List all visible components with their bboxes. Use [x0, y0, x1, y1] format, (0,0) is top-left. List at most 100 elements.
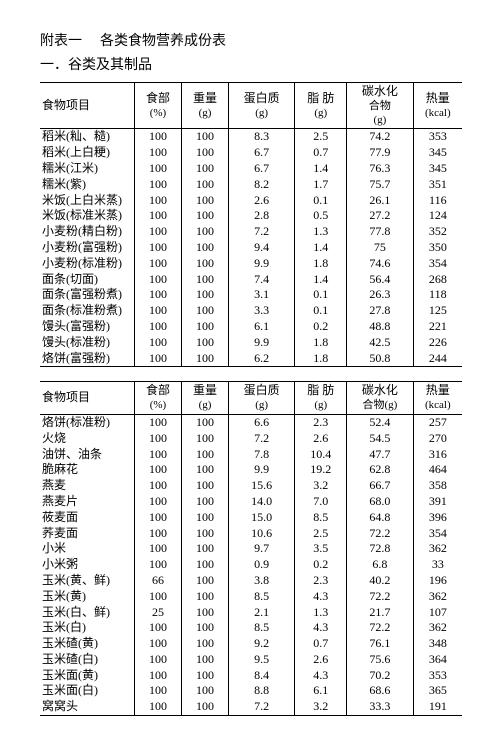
value-cell: 1.8 [295, 256, 347, 272]
food-name-cell: 小米粥 [40, 557, 135, 573]
value-cell: 7.2 [228, 224, 294, 240]
value-cell: 100 [181, 319, 228, 335]
value-cell: 100 [135, 668, 182, 684]
value-cell: 33 [413, 557, 462, 573]
value-cell: 8.5 [295, 510, 347, 526]
value-cell: 362 [413, 589, 462, 605]
value-cell: 100 [135, 447, 182, 463]
table-row: 糯米(紫)1001008.21.775.7351 [40, 177, 462, 193]
col-header: 食部(%) [135, 83, 182, 129]
table-row: 面条(富强粉煮)1001003.10.126.3118 [40, 287, 462, 303]
value-cell: 100 [181, 510, 228, 526]
value-cell: 74.2 [347, 129, 413, 145]
value-cell: 100 [135, 589, 182, 605]
food-name-cell: 玉米碴(黄) [40, 636, 135, 652]
food-name-cell: 面条(富强粉煮) [40, 287, 135, 303]
value-cell: 2.1 [228, 605, 294, 621]
food-name-cell: 莜麦面 [40, 510, 135, 526]
value-cell: 100 [181, 287, 228, 303]
table-row: 米饭(标准米蒸)1001002.80.527.2124 [40, 208, 462, 224]
value-cell: 345 [413, 161, 462, 177]
value-cell: 50.8 [347, 351, 413, 367]
value-cell: 2.3 [295, 414, 347, 430]
col-header: 碳水化合物(g) [347, 382, 413, 415]
value-cell: 124 [413, 208, 462, 224]
value-cell: 351 [413, 177, 462, 193]
value-cell: 353 [413, 668, 462, 684]
value-cell: 3.8 [228, 573, 294, 589]
value-cell: 2.8 [228, 208, 294, 224]
food-name-cell: 油饼、油条 [40, 447, 135, 463]
food-name-cell: 烙饼(标准粉) [40, 414, 135, 430]
food-name-cell: 米饭(上白米蒸) [40, 193, 135, 209]
food-name-cell: 火烧 [40, 431, 135, 447]
table-row: 火烧1001007.22.654.5270 [40, 431, 462, 447]
value-cell: 8.2 [228, 177, 294, 193]
value-cell: 100 [135, 620, 182, 636]
value-cell: 76.3 [347, 161, 413, 177]
col-header: 脂 肪(g) [295, 382, 347, 415]
value-cell: 100 [135, 526, 182, 542]
value-cell: 1.3 [295, 224, 347, 240]
col-header: 热量(kcal) [413, 382, 462, 415]
value-cell: 100 [181, 494, 228, 510]
table-row: 小麦粉(富强粉)1001009.41.475350 [40, 240, 462, 256]
value-cell: 196 [413, 573, 462, 589]
value-cell: 316 [413, 447, 462, 463]
value-cell: 1.4 [295, 240, 347, 256]
food-name-cell: 窝窝头 [40, 699, 135, 715]
value-cell: 100 [135, 541, 182, 557]
value-cell: 74.6 [347, 256, 413, 272]
value-cell: 0.1 [295, 287, 347, 303]
value-cell: 0.5 [295, 208, 347, 224]
table-row: 玉米(白、鲜)251002.11.321.7107 [40, 605, 462, 621]
value-cell: 100 [135, 557, 182, 573]
food-name-cell: 馒头(标准粉) [40, 335, 135, 351]
value-cell: 15.6 [228, 478, 294, 494]
value-cell: 0.2 [295, 319, 347, 335]
value-cell: 2.6 [295, 431, 347, 447]
value-cell: 66.7 [347, 478, 413, 494]
food-name-cell: 玉米碴(白) [40, 652, 135, 668]
col-header: 食部(%) [135, 382, 182, 415]
value-cell: 4.3 [295, 620, 347, 636]
value-cell: 72.2 [347, 526, 413, 542]
table-row: 面条(切面)1001007.41.456.4268 [40, 272, 462, 288]
value-cell: 2.5 [295, 526, 347, 542]
food-name-cell: 小麦粉(精白粉) [40, 224, 135, 240]
value-cell: 100 [181, 620, 228, 636]
value-cell: 9.9 [228, 462, 294, 478]
food-name-cell: 馒头(富强粉) [40, 319, 135, 335]
value-cell: 33.3 [347, 699, 413, 715]
value-cell: 75.7 [347, 177, 413, 193]
table-row: 玉米(黄、鲜)661003.82.340.2196 [40, 573, 462, 589]
value-cell: 2.3 [295, 573, 347, 589]
value-cell: 100 [135, 494, 182, 510]
value-cell: 100 [181, 129, 228, 145]
value-cell: 100 [135, 414, 182, 430]
value-cell: 270 [413, 431, 462, 447]
table-row: 莜麦面10010015.08.564.8396 [40, 510, 462, 526]
value-cell: 100 [135, 129, 182, 145]
value-cell: 15.0 [228, 510, 294, 526]
food-name-cell: 荞麦面 [40, 526, 135, 542]
value-cell: 0.7 [295, 636, 347, 652]
value-cell: 364 [413, 652, 462, 668]
value-cell: 6.7 [228, 161, 294, 177]
value-cell: 7.0 [295, 494, 347, 510]
value-cell: 100 [181, 414, 228, 430]
value-cell: 100 [135, 351, 182, 367]
value-cell: 47.7 [347, 447, 413, 463]
value-cell: 100 [135, 145, 182, 161]
table-row: 脆麻花1001009.919.262.8464 [40, 462, 462, 478]
value-cell: 100 [135, 478, 182, 494]
value-cell: 100 [135, 272, 182, 288]
value-cell: 27.2 [347, 208, 413, 224]
nutrition-table-2: 食物项目食部(%)重量(g)蛋白质(g)脂 肪(g)碳水化合物(g)热量(kca… [40, 381, 462, 716]
food-name-cell: 稻米(籼、糙) [40, 129, 135, 145]
value-cell: 3.5 [295, 541, 347, 557]
value-cell: 100 [135, 683, 182, 699]
value-cell: 354 [413, 256, 462, 272]
value-cell: 118 [413, 287, 462, 303]
value-cell: 1.4 [295, 272, 347, 288]
